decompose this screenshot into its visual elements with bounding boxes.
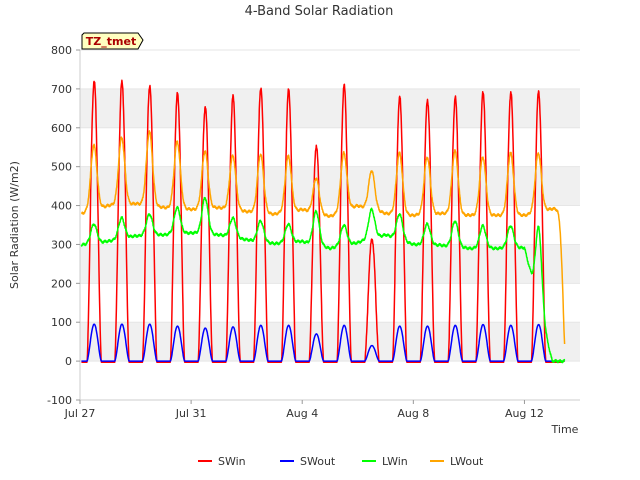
legend-label: LWin <box>382 455 408 468</box>
legend-label: SWin <box>218 455 246 468</box>
grid-bands <box>80 49 580 401</box>
y-tick-label: 500 <box>51 161 72 174</box>
series-line-swin <box>80 79 566 364</box>
y-tick-label: 400 <box>51 200 72 213</box>
series-line-swout <box>80 323 566 362</box>
x-tick-label: Aug 4 <box>286 407 318 420</box>
x-tick-label: Aug 12 <box>505 407 544 420</box>
station-label-background <box>81 32 144 50</box>
grid-band <box>80 166 580 206</box>
legend-item-swin: SWin <box>198 455 246 468</box>
chart-title: 4-Band Solar Radiation <box>245 4 394 19</box>
legend-item-lwout: LWout <box>430 455 484 468</box>
series-line-lwout <box>80 130 566 345</box>
x-tick-label: Jul 31 <box>175 407 207 420</box>
legend-label: LWout <box>450 455 484 468</box>
legend-item-swout: SWout <box>280 455 336 468</box>
x-tick-label: Aug 8 <box>397 407 429 420</box>
grid-band <box>80 88 580 128</box>
axes: -100 0 100 200 300 400 500 600 700 800 Jul 27 Jul 3… <box>47 44 580 420</box>
y-tick-label: 800 <box>51 44 72 57</box>
grid-band <box>80 244 580 284</box>
legend-item-lwin: LWin <box>362 455 408 468</box>
x-tick-label: Jul 27 <box>64 407 96 420</box>
x-axis-label: Time <box>551 423 579 436</box>
y-tick-label: -100 <box>47 394 72 407</box>
legend-label: SWout <box>300 455 336 468</box>
y-tick-label: 300 <box>51 238 72 251</box>
y-tick-label: 600 <box>51 122 72 135</box>
y-tick-label: 0 <box>65 355 72 368</box>
y-tick-label: 100 <box>51 316 72 329</box>
y-tick-label: 200 <box>51 277 72 290</box>
y-axis-label: Solar Radiation (W/m2) <box>8 161 21 289</box>
station-label: TZ_tmet <box>86 35 136 48</box>
grid-band <box>80 322 580 362</box>
y-tick-label: 700 <box>51 83 72 96</box>
station-label-box: TZ_tmet <box>81 32 144 50</box>
series-layer <box>80 79 566 364</box>
series-line-lwin <box>80 196 566 364</box>
legend: SWin SWout LWin LWout <box>198 455 484 468</box>
